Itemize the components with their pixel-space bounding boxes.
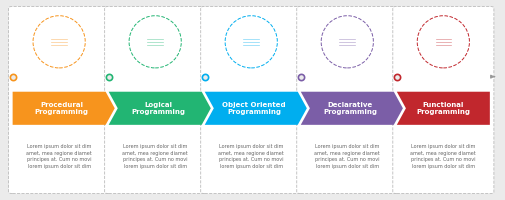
Text: Lorem ipsum dolor sit dim
amet, mea regione diamet
principes at. Cum no movi
lor: Lorem ipsum dolor sit dim amet, mea regi… bbox=[26, 144, 92, 169]
Polygon shape bbox=[13, 92, 115, 125]
Text: Procedural
Programming: Procedural Programming bbox=[35, 102, 89, 115]
Polygon shape bbox=[205, 92, 307, 125]
FancyBboxPatch shape bbox=[393, 6, 494, 194]
Text: Lorem ipsum dolor sit dim
amet, mea regione diamet
principes at. Cum no movi
lor: Lorem ipsum dolor sit dim amet, mea regi… bbox=[315, 144, 380, 169]
FancyBboxPatch shape bbox=[9, 6, 110, 194]
FancyBboxPatch shape bbox=[105, 6, 206, 194]
Polygon shape bbox=[397, 92, 490, 125]
FancyBboxPatch shape bbox=[297, 6, 398, 194]
Text: Object Oriented
Programming: Object Oriented Programming bbox=[222, 102, 286, 115]
Text: Lorem ipsum dolor sit dim
amet, mea regione diamet
principes at. Cum no movi
lor: Lorem ipsum dolor sit dim amet, mea regi… bbox=[411, 144, 476, 169]
Text: Declarative
Programming: Declarative Programming bbox=[323, 102, 377, 115]
Text: Functional
Programming: Functional Programming bbox=[416, 102, 470, 115]
Text: Logical
Programming: Logical Programming bbox=[131, 102, 185, 115]
FancyBboxPatch shape bbox=[200, 6, 302, 194]
Text: Lorem ipsum dolor sit dim
amet, mea regione diamet
principes at. Cum no movi
lor: Lorem ipsum dolor sit dim amet, mea regi… bbox=[122, 144, 188, 169]
Text: Lorem ipsum dolor sit dim
amet, mea regione diamet
principes at. Cum no movi
lor: Lorem ipsum dolor sit dim amet, mea regi… bbox=[218, 144, 284, 169]
Polygon shape bbox=[109, 92, 211, 125]
Polygon shape bbox=[301, 92, 403, 125]
